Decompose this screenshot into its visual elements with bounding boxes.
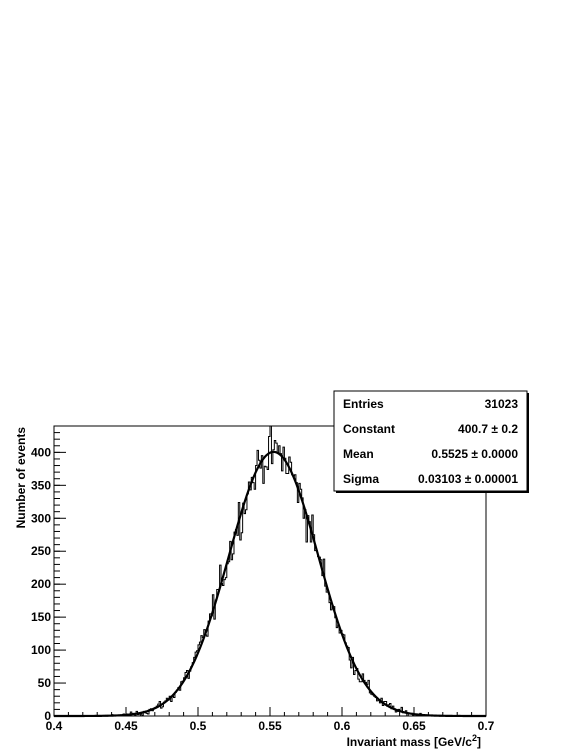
x-axis-label: Invariant mass [GeV/c2] <box>347 733 481 749</box>
y-tick-label: 400 <box>31 445 51 459</box>
x-tick-label: 0.6 <box>334 719 351 733</box>
stats-box-border <box>333 390 528 492</box>
stats-label: Mean <box>343 447 374 461</box>
stats-value: 31023 <box>485 397 519 411</box>
stats-label: Constant <box>343 422 395 436</box>
stats-value: 400.7 ± 0.2 <box>458 422 518 436</box>
x-tick-label: 0.45 <box>114 719 138 733</box>
y-tick-label: 0 <box>44 709 51 723</box>
x-tick-label: 0.7 <box>478 719 495 733</box>
y-tick-label: 50 <box>38 676 52 690</box>
stats-box: Entries 31023 Constant 400.7 ± 0.2 Mean 0.552… <box>333 390 529 493</box>
stats-label: Entries <box>343 397 384 411</box>
y-tick-label: 150 <box>31 610 51 624</box>
x-tick-label: 0.55 <box>258 719 282 733</box>
y-axis-label: Number of events <box>14 427 28 529</box>
stats-value: 0.03103 ± 0.00001 <box>418 472 518 486</box>
stats-value: 0.5525 ± 0.0000 <box>431 447 518 461</box>
stats-label: Sigma <box>343 472 379 486</box>
x-tick-label: 0.4 <box>46 719 63 733</box>
x-tick-label: 0.5 <box>190 719 207 733</box>
y-tick-label: 250 <box>31 544 51 558</box>
y-tick-label: 200 <box>31 577 51 591</box>
y-tick-label: 350 <box>31 478 51 492</box>
x-tick-label: 0.65 <box>402 719 426 733</box>
y-tick-label: 300 <box>31 511 51 525</box>
y-tick-label: 100 <box>31 643 51 657</box>
histogram-bars <box>54 425 486 717</box>
